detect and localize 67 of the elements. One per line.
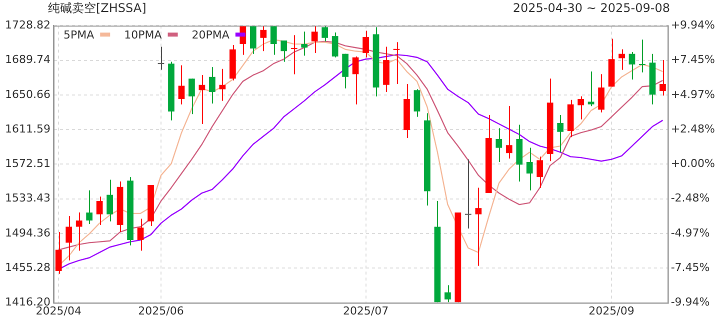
y2-tick-label: +4.97% [670, 88, 716, 101]
candlestick [209, 66, 216, 104]
candlestick [464, 158, 472, 229]
x-tick-label: 2025/06 [138, 304, 184, 318]
y2-tick-label: -4.97% [670, 226, 710, 240]
legend-label: 5PMA [63, 28, 95, 42]
y2-tick-label: +7.45% [670, 53, 716, 66]
y2-tick-label: -9.94% [670, 296, 710, 309]
candlestick [270, 26, 277, 56]
candlestick [628, 52, 636, 80]
candlestick [362, 30, 369, 58]
candlestick [86, 190, 92, 225]
y2-tick-label: -7.45% [670, 260, 710, 274]
x-tick-label: 2025/09 [588, 304, 634, 318]
candlestick [137, 218, 144, 252]
x-tick-label: 2025/04 [36, 304, 82, 318]
candlestick [76, 212, 82, 252]
candlestick [322, 26, 328, 42]
candlestick [178, 64, 185, 105]
y-tick-label: 1494.36 [4, 226, 50, 240]
y-tick-label: 1650.66 [4, 88, 50, 101]
candlestick [301, 31, 308, 56]
candlestick [311, 26, 318, 54]
y-tick-label: 1611.59 [4, 122, 50, 136]
chart-subtitle: 2025-04-30 ~ 2025-09-08 [512, 0, 670, 16]
candlestick [219, 68, 226, 102]
candlestick [55, 232, 62, 274]
candlestick [598, 74, 604, 113]
candlestick [157, 46, 165, 70]
candlestick [280, 40, 288, 62]
candlestick [66, 216, 72, 261]
candlestick [536, 156, 544, 188]
y-tick-label: 1572.51 [4, 157, 50, 170]
y2-tick-label: +9.94% [670, 18, 716, 32]
candlestick [260, 26, 267, 52]
y2-tick-label: -2.48% [670, 192, 710, 205]
chart-title: 纯碱卖空[ZHSSA] [48, 0, 146, 16]
candlestick [188, 78, 195, 115]
candlestick [96, 196, 103, 226]
y-tick-label: 1455.28 [4, 261, 50, 274]
candlestick [506, 106, 512, 159]
candlestick [250, 26, 256, 54]
candlestick [444, 284, 451, 303]
y2-tick-label: +0.00% [670, 157, 716, 170]
y-tick-label: 1689.74 [4, 53, 50, 66]
candlestick [578, 96, 584, 120]
candlestick [638, 39, 646, 73]
legend-label: 20PMA [192, 28, 230, 42]
y2-tick-label: +2.48% [670, 122, 716, 136]
y-tick-label: 1533.43 [4, 192, 50, 205]
candlestick [660, 60, 666, 96]
candlestick [106, 179, 113, 222]
candlestick [342, 53, 348, 89]
candlestick [290, 34, 298, 75]
candlestick [618, 48, 625, 70]
candlestick [557, 114, 564, 153]
legend-label: 10PMA [124, 28, 162, 42]
x-tick-label: 2025/07 [342, 304, 389, 318]
candlestick [496, 128, 502, 162]
candlestick [414, 88, 420, 118]
candlestick [475, 187, 482, 266]
candlestick [588, 71, 594, 107]
candlestick [392, 42, 400, 84]
candlestick [332, 32, 338, 58]
y-tick-label: 1728.82 [4, 18, 50, 32]
candlestick [526, 147, 533, 191]
candlestick [352, 56, 359, 105]
